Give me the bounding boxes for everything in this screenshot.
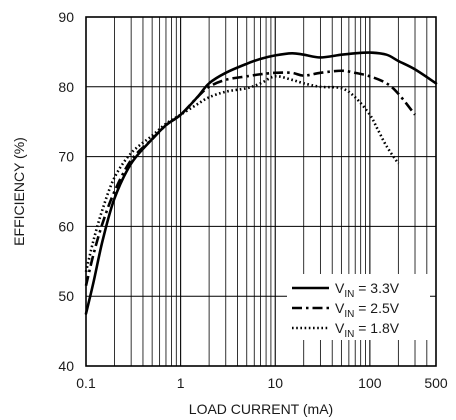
y-tick-label: 80: [58, 79, 74, 95]
series-line-1: [84, 51, 438, 315]
legend-background: [287, 274, 430, 340]
plot-frame: [85, 16, 437, 367]
series-line-3: [84, 74, 400, 273]
y-tick-label: 90: [58, 9, 74, 25]
x-axis-label: LOAD CURRENT (mA): [189, 401, 333, 417]
legend-label: VIN = 2.5V: [335, 300, 400, 320]
y-tick-label: 70: [58, 149, 74, 165]
x-tick-label: 10: [267, 375, 283, 391]
legend-label: VIN = 1.8V: [335, 320, 400, 340]
series-line-2: [84, 69, 417, 287]
x-tick-label: 500: [424, 375, 448, 391]
series-lines: [84, 51, 438, 315]
legend-label: VIN = 3.3V: [335, 280, 400, 300]
y-tick-label: 60: [58, 218, 74, 234]
y-tick-label: 40: [58, 358, 74, 374]
x-tick-label: 100: [358, 375, 382, 391]
y-axis-label: EFFICIENCY (%): [11, 137, 27, 246]
tick-labels: 0.1 1 10 100 500 40 50 60 70 80 90: [58, 9, 447, 391]
y-tick-label: 50: [58, 288, 74, 304]
x-tick-label: 0.1: [76, 375, 96, 391]
x-tick-label: 1: [177, 375, 185, 391]
